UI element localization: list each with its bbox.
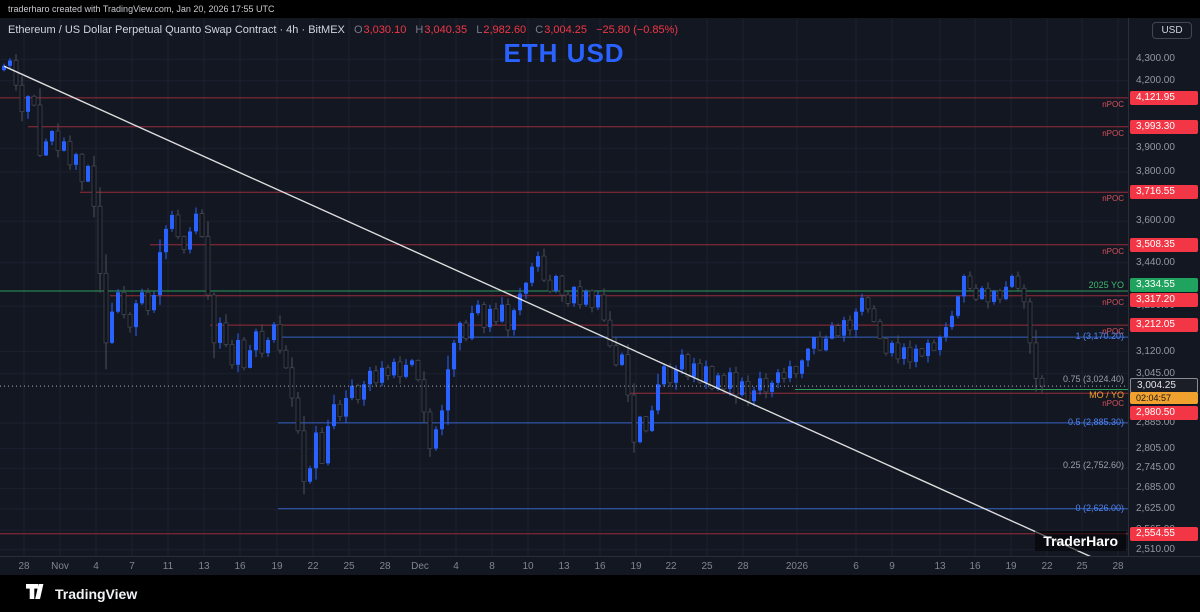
price-tick: 3,800.00: [1136, 166, 1175, 177]
high-label: H: [415, 24, 424, 36]
time-label: 7: [129, 561, 135, 572]
time-label: 22: [1041, 561, 1053, 572]
price-tick: 2,625.00: [1136, 503, 1175, 514]
low-value: 2,982.60: [483, 24, 527, 36]
time-label: 2026: [785, 561, 809, 572]
close-label: C: [535, 24, 544, 36]
price-tick: 2,745.00: [1136, 462, 1175, 473]
time-axis[interactable]: 28 Nov 4 7 11 13 16 19 22 25 28 Dec 4 8 10 13 16 19 22 25 28…: [0, 556, 1200, 575]
tradingview-wordmark[interactable]: TradingView: [55, 585, 138, 602]
price-tick: 3,440.00: [1136, 257, 1175, 268]
price-tick: 4,300.00: [1136, 53, 1175, 64]
price-level-badge: 3,212.05: [1130, 318, 1198, 332]
candle-countdown-badge: 02:04:57: [1130, 392, 1198, 404]
time-label: 25: [1076, 561, 1088, 572]
price-level-badge: 2,554.55: [1130, 527, 1198, 541]
price-level-badge: 3,334.55: [1130, 278, 1198, 292]
price-level-badge: 3,993.30: [1130, 120, 1198, 134]
price-tick: 2,805.00: [1136, 443, 1175, 454]
time-label: 25: [701, 561, 713, 572]
price-axis[interactable]: 4,300.00 4,200.00 3,900.00 3,800.00 3,600.00…: [1128, 18, 1200, 556]
low-label: L: [476, 24, 483, 36]
time-label: 9: [889, 561, 895, 572]
open-label: O: [353, 24, 363, 36]
current-price-badge: 3,004.25: [1130, 378, 1198, 393]
time-label: 11: [162, 561, 174, 572]
time-label: 19: [271, 561, 283, 572]
time-label: 28: [1112, 561, 1124, 572]
time-label: Nov: [51, 561, 69, 572]
trader-watermark: TraderHaro: [1035, 531, 1126, 551]
export-info-bar: traderharo created with TradingView.com,…: [0, 0, 1200, 18]
time-label: 4: [453, 561, 459, 572]
time-label: 13: [198, 561, 210, 572]
symbol-description[interactable]: Ethereum / US Dollar Perpetual Quanto Sw…: [8, 24, 345, 36]
time-label: 22: [307, 561, 319, 572]
price-tick: 3,045.00: [1136, 368, 1175, 379]
tradingview-logo-icon[interactable]: [26, 583, 47, 604]
time-label: 19: [630, 561, 642, 572]
currency-toggle-button[interactable]: USD: [1152, 22, 1192, 39]
time-label: 28: [18, 561, 30, 572]
time-label: 4: [93, 561, 99, 572]
time-label: Dec: [411, 561, 429, 572]
time-label: 22: [665, 561, 677, 572]
price-level-badge: 4,121.95: [1130, 91, 1198, 105]
time-label: 16: [234, 561, 246, 572]
price-tick: 3,900.00: [1136, 142, 1175, 153]
time-label: 10: [522, 561, 534, 572]
time-label: 25: [343, 561, 355, 572]
price-tick: 2,685.00: [1136, 482, 1175, 493]
symbol-header: Ethereum / US Dollar Perpetual Quanto Sw…: [8, 24, 678, 36]
export-info-text: traderharo created with TradingView.com,…: [8, 4, 275, 14]
price-tick: 4,200.00: [1136, 75, 1175, 86]
chart-region[interactable]: nPOC nPOC nPOC nPOC 2025 YO nPOC nPOC nPOC MO / …: [0, 18, 1200, 575]
time-label: 8: [489, 561, 495, 572]
price-level-badge: 3,317.20: [1130, 293, 1198, 307]
time-label: 16: [594, 561, 606, 572]
price-tick: 3,120.00: [1136, 346, 1175, 357]
price-level-badge: 3,508.35: [1130, 238, 1198, 252]
price-tick: 3,600.00: [1136, 215, 1175, 226]
close-value: 3,004.25: [544, 24, 588, 36]
price-level-badge: 2,980.50: [1130, 406, 1198, 420]
time-label: 28: [737, 561, 749, 572]
open-value: 3,030.10: [363, 24, 407, 36]
time-label: 6: [853, 561, 859, 572]
time-label: 13: [934, 561, 946, 572]
price-tick: 2,885.00: [1136, 417, 1175, 428]
candlestick-plot[interactable]: [0, 18, 1128, 556]
time-label: 16: [969, 561, 981, 572]
time-label: 13: [558, 561, 570, 572]
price-level-badge: 3,716.55: [1130, 185, 1198, 199]
high-value: 3,040.35: [424, 24, 468, 36]
change-value: −25.80 (−0.85%): [596, 24, 679, 36]
price-tick: 2,510.00: [1136, 544, 1175, 555]
time-label: 19: [1005, 561, 1017, 572]
time-label: 28: [379, 561, 391, 572]
footer-bar: TradingView: [0, 575, 1200, 612]
chart-title: ETH USD: [503, 38, 625, 68]
